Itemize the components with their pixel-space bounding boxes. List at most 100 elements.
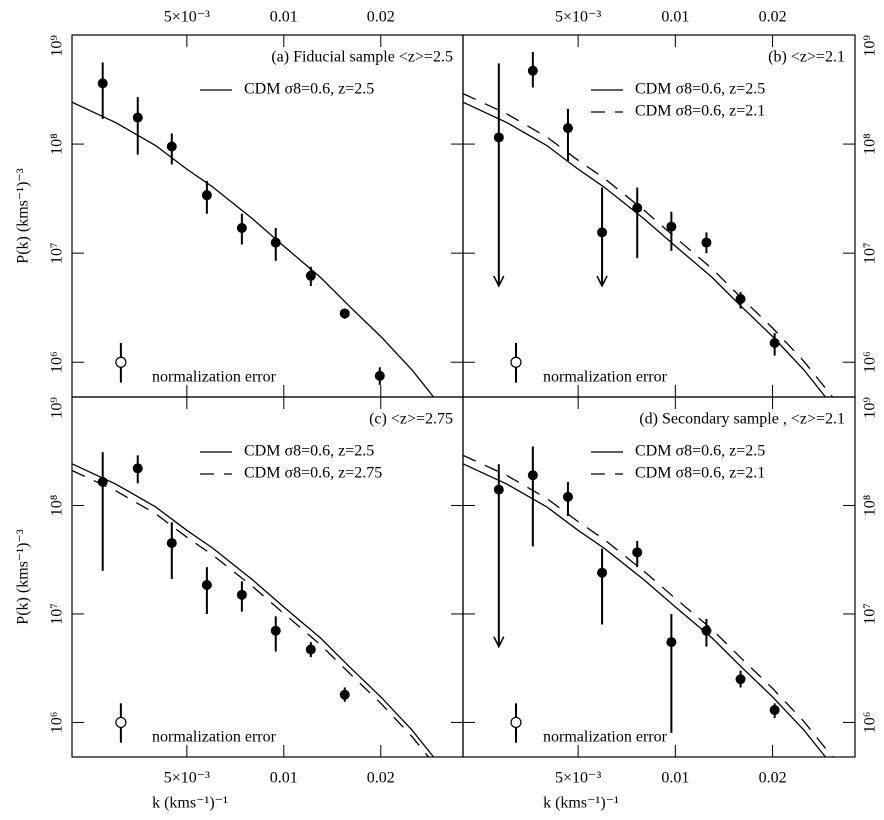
legend-label: CDM σ8=0.6, z=2.5 bbox=[635, 81, 765, 98]
panel: 5×10⁻³ 0.01 0.02 10⁶ 10⁷ 10⁸ 10⁹ P(k) (kms⁻¹)⁻³… bbox=[15, 396, 464, 812]
data-point bbox=[236, 223, 247, 234]
upper-limit-arrow bbox=[493, 275, 505, 288]
normalization-point bbox=[510, 356, 522, 368]
x-tick-label: 0.02 bbox=[367, 770, 395, 787]
legend-label: CDM σ8=0.6, z=2.5 bbox=[244, 443, 374, 460]
model-line bbox=[463, 93, 834, 397]
legend-label: CDM σ8=0.6, z=2.1 bbox=[635, 103, 765, 120]
y-tick-label: 10⁷ bbox=[49, 603, 66, 625]
data-point bbox=[666, 637, 677, 648]
x-tick-label: 0.01 bbox=[270, 770, 298, 787]
x-tick-label: 0.02 bbox=[367, 9, 395, 26]
panel: 5×10⁻³ 0.01 0.02 10⁶ 10⁷ 10⁸ 10⁹ k (kms⁻¹)⁻¹ (d)… bbox=[462, 396, 879, 812]
y-tick-label: 10⁸ bbox=[862, 133, 879, 155]
data-point bbox=[666, 221, 677, 232]
model-line bbox=[463, 463, 827, 757]
data-point bbox=[166, 538, 177, 549]
data-point bbox=[339, 689, 350, 700]
data-point bbox=[97, 78, 108, 89]
data-point bbox=[597, 567, 608, 578]
data-point bbox=[701, 237, 712, 248]
x-axis-label: k (kms⁻¹)⁻¹ bbox=[152, 795, 228, 812]
y-tick-label: 10⁶ bbox=[49, 712, 66, 734]
x-tick-label: 5×10⁻³ bbox=[555, 770, 601, 787]
x-tick-label: 5×10⁻³ bbox=[555, 9, 601, 26]
normalization-label: normalization error bbox=[152, 369, 277, 386]
upper-limit-arrow bbox=[493, 636, 505, 649]
model-line bbox=[72, 101, 435, 397]
data-point bbox=[305, 644, 316, 655]
y-tick-label: 10⁹ bbox=[49, 397, 66, 419]
normalization-point bbox=[115, 356, 127, 368]
panel-title: (c) <z>=2.75 bbox=[369, 411, 453, 428]
normalization-label: normalization error bbox=[543, 369, 668, 386]
panel-frame bbox=[462, 396, 856, 758]
data-point bbox=[735, 674, 746, 685]
y-tick-label: 10⁷ bbox=[862, 603, 879, 625]
model-line bbox=[72, 463, 435, 757]
data-point bbox=[493, 132, 504, 143]
normalization-label: normalization error bbox=[543, 729, 668, 746]
x-tick-label: 0.01 bbox=[661, 770, 689, 787]
data-point bbox=[493, 484, 504, 495]
data-point bbox=[166, 141, 177, 152]
y-tick-label: 10⁶ bbox=[862, 351, 879, 373]
x-tick-label: 0.02 bbox=[759, 770, 787, 787]
model-line bbox=[72, 469, 430, 757]
y-tick-label: 10⁸ bbox=[862, 495, 879, 517]
y-tick-label: 10⁹ bbox=[862, 35, 879, 57]
legend-label: CDM σ8=0.6, z=2.5 bbox=[635, 443, 765, 460]
y-tick-label: 10⁷ bbox=[49, 242, 66, 264]
data-point bbox=[132, 112, 143, 123]
data-point bbox=[374, 370, 385, 381]
y-tick-label: 10⁹ bbox=[862, 397, 879, 419]
data-point bbox=[270, 237, 281, 248]
legend-label: CDM σ8=0.6, z=2.1 bbox=[635, 465, 765, 482]
data-point bbox=[339, 308, 350, 319]
panel-title: (b) <z>=2.1 bbox=[768, 49, 845, 66]
data-point bbox=[201, 190, 212, 201]
panel: 5×10⁻³ 0.01 0.02 10⁶ 10⁷ 10⁸ 10⁹ P(k) (kms⁻¹)⁻³… bbox=[15, 9, 464, 398]
upper-limit-arrow bbox=[596, 275, 608, 288]
panel-title: (a) Fiducial sample <z>=2.5 bbox=[271, 49, 453, 66]
data-point bbox=[97, 476, 108, 487]
x-tick-label: 5×10⁻³ bbox=[164, 9, 210, 26]
y-axis-label: P(k) (kms⁻¹)⁻³ bbox=[15, 529, 32, 625]
y-tick-label: 10⁹ bbox=[49, 35, 66, 57]
panel-title: (d) Secondary sample , <z>=2.1 bbox=[639, 411, 845, 428]
normalization-point bbox=[115, 716, 127, 729]
data-point bbox=[132, 463, 143, 474]
x-tick-label: 0.01 bbox=[270, 9, 298, 26]
data-point bbox=[527, 65, 538, 76]
data-point bbox=[769, 705, 780, 716]
y-axis-label: P(k) (kms⁻¹)⁻³ bbox=[15, 168, 32, 264]
data-point bbox=[632, 202, 643, 213]
y-tick-label: 10⁶ bbox=[49, 351, 66, 373]
model-line bbox=[463, 454, 834, 757]
normalization-label: normalization error bbox=[152, 729, 277, 746]
data-point bbox=[201, 579, 212, 590]
normalization-point bbox=[510, 716, 522, 729]
x-tick-label: 0.02 bbox=[759, 9, 787, 26]
x-tick-label: 5×10⁻³ bbox=[164, 770, 210, 787]
y-tick-label: 10⁷ bbox=[862, 242, 879, 264]
data-point bbox=[597, 227, 608, 238]
data-point bbox=[735, 293, 746, 304]
data-point bbox=[769, 338, 780, 349]
y-tick-label: 10⁶ bbox=[862, 712, 879, 734]
legend-label: CDM σ8=0.6, z=2.75 bbox=[244, 465, 382, 482]
x-axis-label: k (kms⁻¹)⁻¹ bbox=[543, 795, 619, 812]
y-tick-label: 10⁸ bbox=[49, 495, 66, 517]
data-point bbox=[562, 491, 573, 502]
data-point bbox=[270, 625, 281, 636]
x-tick-label: 0.01 bbox=[661, 9, 689, 26]
legend-label: CDM σ8=0.6, z=2.5 bbox=[244, 81, 374, 98]
data-point bbox=[632, 547, 643, 558]
data-point bbox=[562, 123, 573, 134]
data-point bbox=[527, 470, 538, 481]
data-point bbox=[701, 625, 712, 636]
model-line bbox=[463, 101, 827, 397]
data-point bbox=[305, 270, 316, 281]
